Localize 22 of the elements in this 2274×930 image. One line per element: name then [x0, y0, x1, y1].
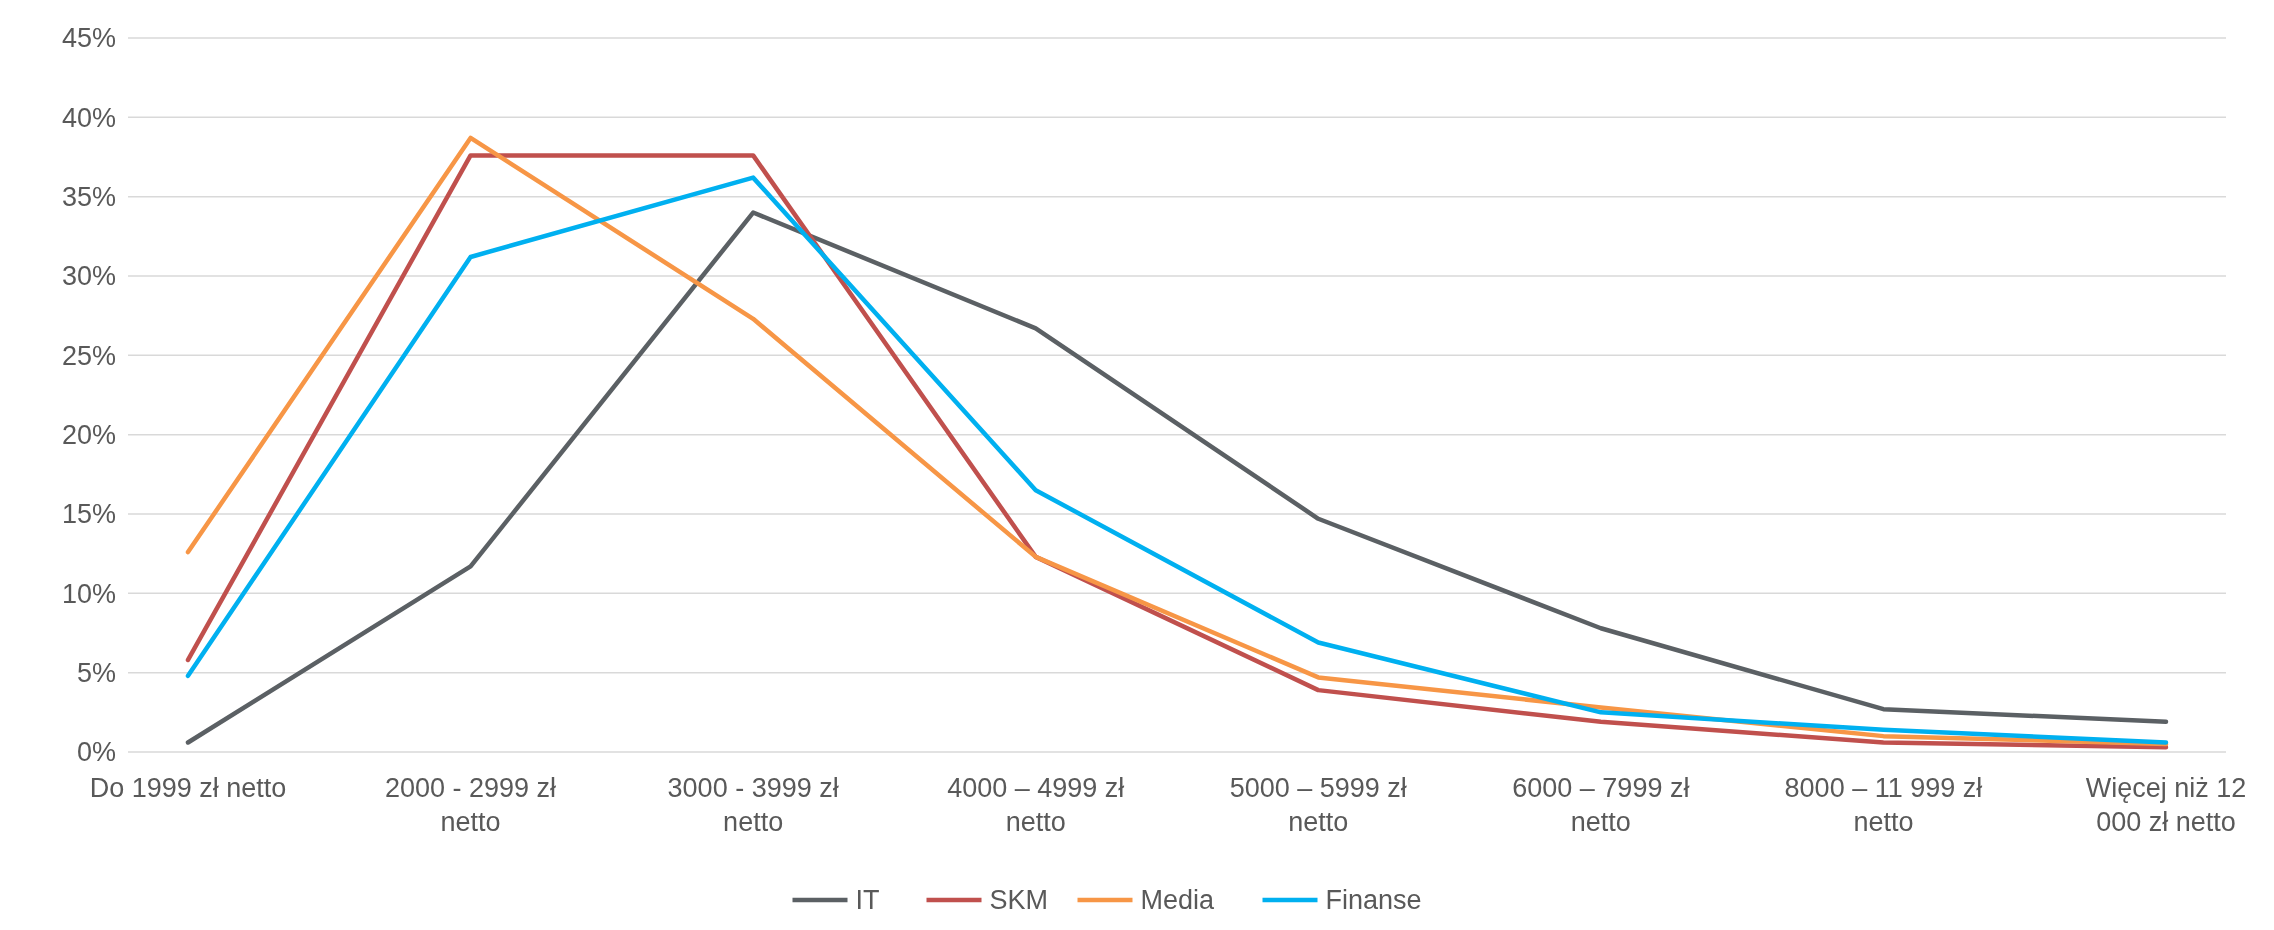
x-tick-label: 8000 – 11 999 zł netto [1784, 773, 1983, 837]
y-tick-label: 45% [61, 23, 116, 54]
y-tick-label: 15% [61, 499, 116, 530]
x-tick-label: Do 1999 zł netto [89, 773, 287, 803]
x-tick-label: 4000 – 4999 zł netto [947, 773, 1125, 837]
x-tick-label: Więcej niż 12 000 zł netto [2085, 773, 2247, 837]
x-tick-label: 6000 – 7999 zł netto [1512, 773, 1690, 837]
y-tick-label: 40% [61, 102, 116, 133]
legend-label: Media [1140, 885, 1216, 916]
x-tick-label: 2000 - 2999 zł netto [385, 773, 557, 837]
y-tick-label: 10% [61, 578, 116, 609]
x-tick-label: 3000 - 3999 zł netto [667, 773, 839, 837]
y-tick-label: 20% [61, 420, 116, 451]
y-tick-label: 0% [76, 737, 116, 768]
legend-label: IT [855, 885, 880, 916]
y-tick-label: 30% [61, 261, 116, 292]
y-tick-label: 35% [61, 182, 116, 213]
x-tick-label: 5000 – 5999 zł netto [1229, 773, 1407, 837]
y-tick-label: 25% [61, 340, 116, 371]
legend-label: Finanse [1325, 885, 1422, 916]
y-tick-label: 5% [76, 658, 116, 689]
legend-label: SKM [989, 885, 1049, 916]
